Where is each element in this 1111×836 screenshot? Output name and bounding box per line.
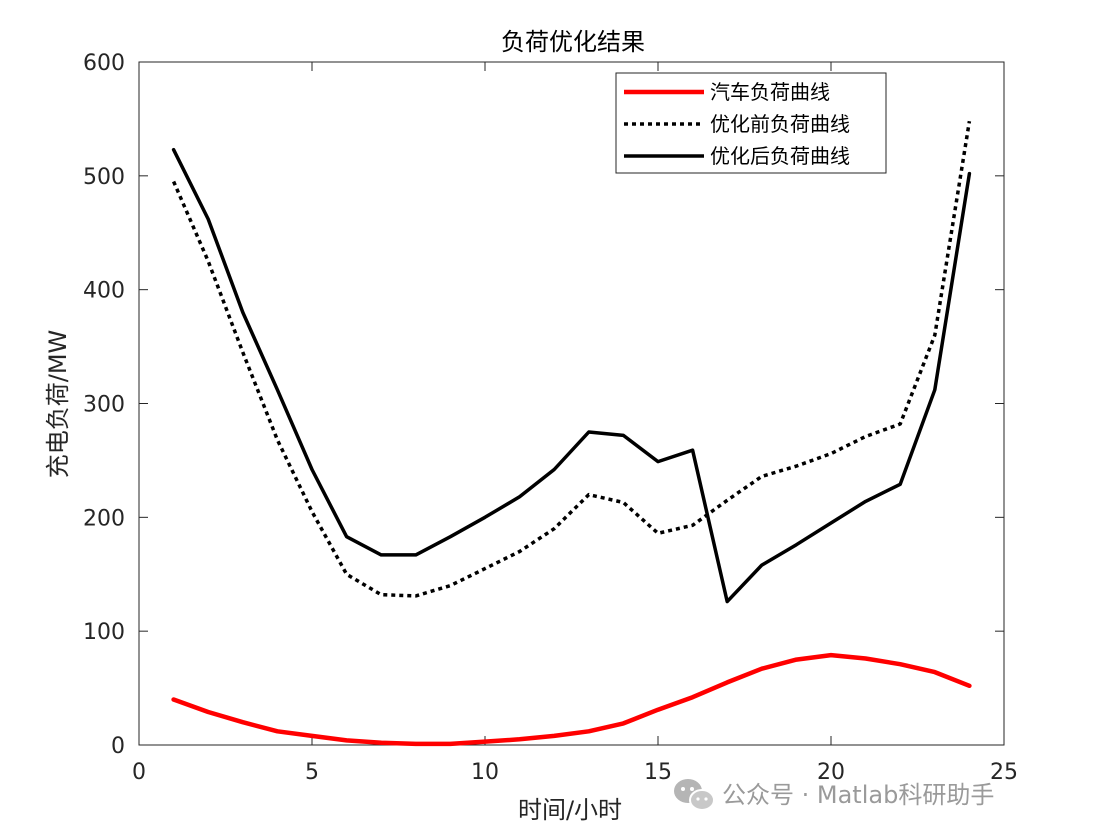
watermark-text: 公众号 · Matlab科研助手 <box>722 781 994 809</box>
y-tick-label: 600 <box>83 51 125 76</box>
y-tick-label: 0 <box>111 734 125 759</box>
ticks <box>138 61 1005 746</box>
y-tick-label: 400 <box>83 279 125 304</box>
series-line-1 <box>171 652 972 747</box>
chart-title: 负荷优化结果 <box>501 28 645 56</box>
y-tick-label: 500 <box>83 165 125 190</box>
wechat-icon <box>674 779 715 811</box>
series-group <box>171 120 972 747</box>
x-tick-label: 10 <box>471 760 499 785</box>
x-axis-title: 时间/小时 <box>518 796 622 824</box>
tick-labels: 0 5 10 15 20 25 0 100 200 300 400 500 600 <box>83 51 1018 785</box>
y-tick-label: 300 <box>83 393 125 418</box>
legend-label-3: 优化后负荷曲线 <box>710 144 850 168</box>
x-tick-label: 5 <box>305 760 319 785</box>
series-line-3 <box>171 147 972 604</box>
x-tick-label: 15 <box>644 760 672 785</box>
x-tick-label: 25 <box>990 760 1018 785</box>
watermark: 公众号 · Matlab科研助手 <box>674 779 994 811</box>
legend-label-2: 优化前负荷曲线 <box>710 112 850 136</box>
y-tick-label: 100 <box>83 620 125 645</box>
series-line-2 <box>171 120 972 598</box>
y-axis-title: 充电负荷/MW <box>44 330 72 479</box>
x-tick-label: 0 <box>132 760 146 785</box>
y-tick-label: 200 <box>83 506 125 531</box>
legend-label-1: 汽车负荷曲线 <box>710 80 830 104</box>
x-tick-label: 20 <box>817 760 845 785</box>
